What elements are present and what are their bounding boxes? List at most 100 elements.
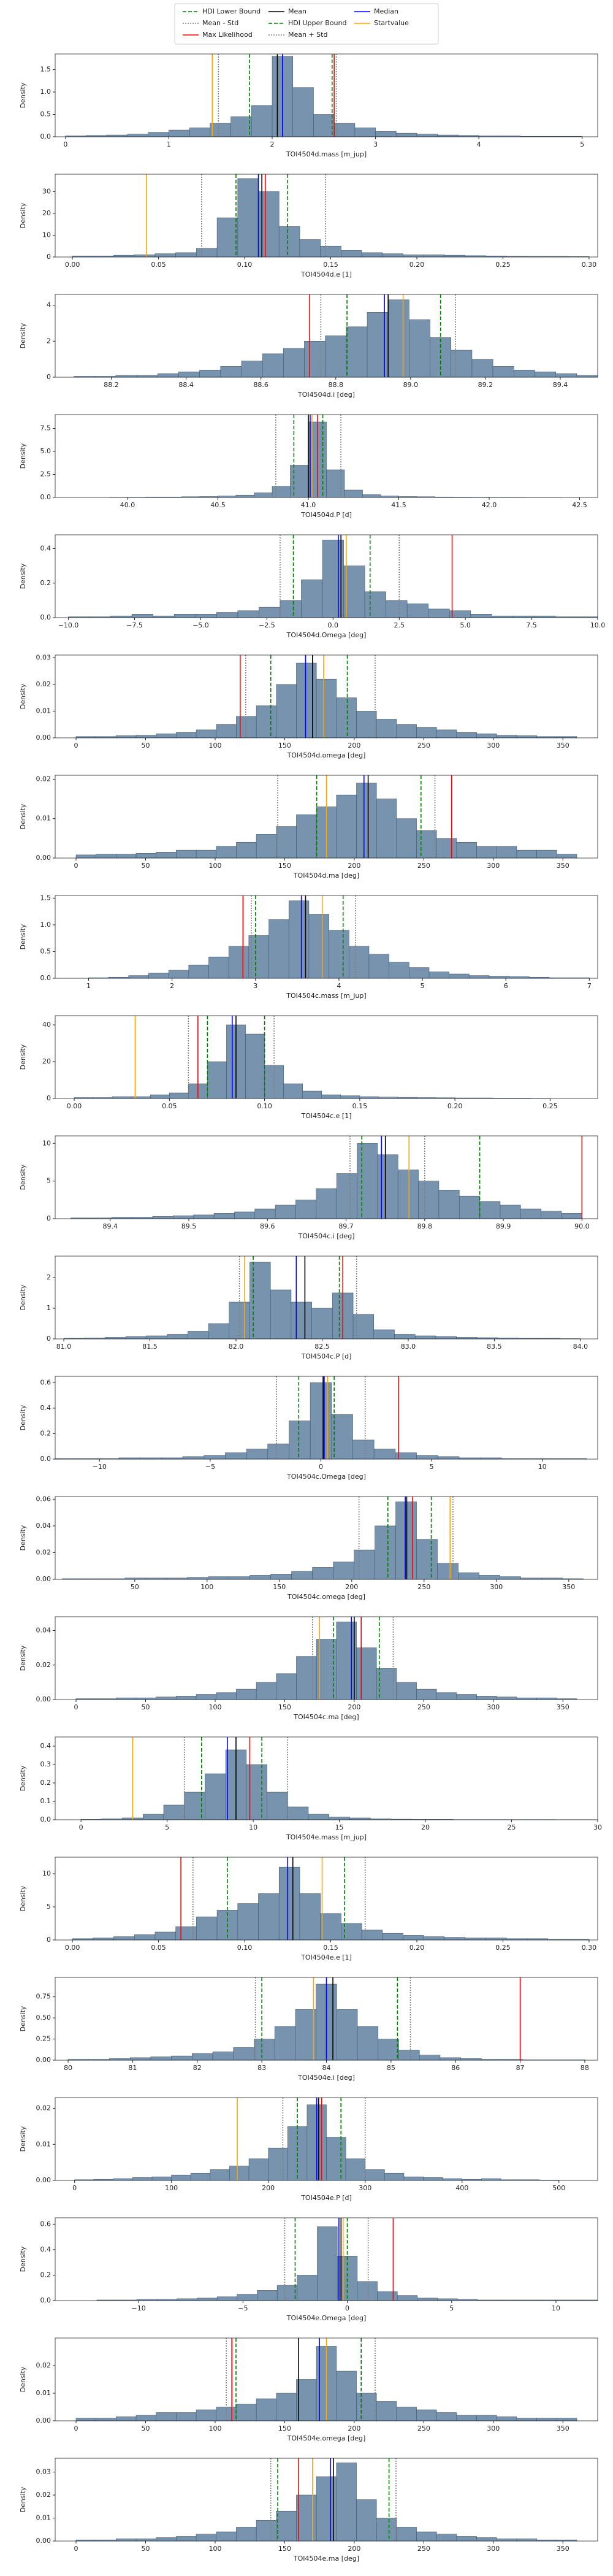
- histogram-bar: [437, 2298, 458, 2301]
- histogram-bar: [256, 2398, 277, 2421]
- x-tick-label: 250: [417, 862, 430, 870]
- y-tick-label: 20: [42, 209, 51, 217]
- histogram-bar: [437, 1563, 459, 1580]
- histogram-bar: [476, 1696, 497, 1700]
- histogram-bar: [456, 2536, 477, 2542]
- histogram-bar: [216, 724, 237, 738]
- histogram-bar: [345, 2158, 366, 2181]
- histogram-bar: [153, 615, 175, 618]
- x-tick-label: 3: [253, 982, 257, 990]
- x-tick-label: 0.30: [582, 1944, 597, 1952]
- y-tick-label: 0.5: [40, 110, 51, 118]
- histogram-bar: [354, 1549, 375, 1580]
- histogram-bar: [382, 1933, 403, 1941]
- histogram-bar: [287, 1806, 309, 1820]
- histogram-bar: [283, 348, 305, 378]
- axes-frame: [55, 1736, 598, 1820]
- histogram-bar: [395, 1501, 417, 1580]
- histogram-bar: [236, 716, 257, 738]
- histogram-bar: [451, 350, 473, 378]
- histogram-bar: [417, 2298, 438, 2301]
- y-axis-label: Density: [19, 1525, 27, 1551]
- y-tick-label: 0.25: [36, 2035, 51, 2043]
- histogram-bar: [116, 854, 137, 859]
- y-tick-label: 0.0: [40, 132, 51, 140]
- y-axis-label: Density: [19, 683, 27, 709]
- x-tick-label: 300: [487, 2425, 500, 2432]
- x-tick-label: 0.20: [447, 1102, 463, 1110]
- histogram-bar: [403, 1935, 424, 1941]
- x-tick-label: 0.00: [67, 1102, 82, 1110]
- histogram-bar: [216, 2296, 238, 2301]
- histogram-bar: [384, 2172, 405, 2181]
- x-axis-label: TOI4504e.omega [deg]: [287, 2434, 366, 2442]
- histogram-bar: [437, 134, 459, 137]
- x-tick-label: 50: [142, 1703, 150, 1711]
- x-axis-label: TOI4504c.i [deg]: [297, 1232, 354, 1240]
- histogram-bar: [109, 2058, 131, 2061]
- y-tick-label: 0.6: [40, 1378, 51, 1386]
- histogram-bar: [516, 2538, 537, 2542]
- histogram-bar: [337, 2009, 358, 2061]
- x-tick-label: 0.10: [237, 261, 253, 269]
- histogram-bar: [449, 610, 471, 618]
- histogram-bar: [333, 123, 356, 137]
- histogram-bar: [291, 1571, 313, 1580]
- histogram-bar: [302, 1091, 322, 1099]
- histogram-bar: [278, 1866, 300, 1941]
- x-tick-label: 350: [557, 862, 569, 870]
- y-tick-label: 0.4: [40, 545, 51, 553]
- x-tick-label: 0: [72, 2184, 77, 2192]
- histogram-bar: [216, 2407, 237, 2421]
- x-tick-label: 0: [74, 742, 78, 749]
- histogram-bar: [290, 465, 309, 498]
- histogram-bar: [357, 2281, 378, 2301]
- histogram-bar: [396, 2527, 417, 2542]
- axes-frame: [55, 1255, 598, 1340]
- histogram-bar: [93, 1938, 114, 1941]
- histogram-bar: [313, 114, 335, 137]
- y-tick-label: 0.0: [40, 1815, 51, 1823]
- y-tick-label: 0.2: [40, 579, 51, 587]
- histogram-bar: [310, 1382, 332, 1460]
- y-tick-label: 0.6: [40, 2220, 51, 2228]
- histogram-bar: [254, 2039, 275, 2061]
- histogram-bar: [296, 2379, 317, 2421]
- histogram-bar: [251, 105, 273, 137]
- y-tick-label: 20: [42, 1057, 51, 1065]
- histogram-bar: [237, 610, 259, 618]
- x-tick-label: 82.0: [229, 1343, 244, 1351]
- x-tick-label: 83: [257, 2064, 266, 2072]
- histogram-bar: [534, 615, 556, 618]
- x-tick-label: 3: [373, 140, 378, 148]
- y-tick-label: 5.0: [40, 447, 51, 455]
- histogram-bar: [106, 134, 128, 137]
- histogram-bar: [396, 1682, 417, 1700]
- histogram-bar: [237, 2294, 257, 2301]
- axes-frame: [55, 174, 598, 258]
- histogram-bar: [248, 2158, 268, 2181]
- histogram-bar: [465, 1938, 486, 1941]
- histogram-bar: [196, 729, 217, 738]
- x-tick-label: 0: [319, 1463, 323, 1471]
- histogram-bar: [376, 719, 397, 738]
- histogram-bar: [378, 2039, 399, 2061]
- histogram-bar: [188, 1331, 209, 1340]
- histogram-bar: [414, 1335, 436, 1340]
- histogram-bar: [496, 846, 517, 859]
- histogram-bar: [492, 366, 514, 378]
- histogram-bar: [196, 2534, 217, 2542]
- histogram-bar: [262, 353, 284, 378]
- x-tick-label: 100: [165, 2184, 178, 2192]
- histogram-bar: [171, 2055, 192, 2061]
- histogram-bar: [416, 830, 437, 859]
- histogram-bar: [220, 366, 242, 378]
- y-axis-label: Density: [19, 2246, 27, 2272]
- x-axis-label: TOI4504d.ma [deg]: [293, 872, 359, 880]
- x-tick-label: 0: [74, 862, 78, 870]
- x-tick-label: 200: [262, 2184, 275, 2192]
- histogram-bar: [257, 2290, 278, 2301]
- histogram-bar: [176, 849, 197, 859]
- histogram-bar: [500, 1205, 521, 1219]
- y-axis-label: Density: [19, 1885, 27, 1911]
